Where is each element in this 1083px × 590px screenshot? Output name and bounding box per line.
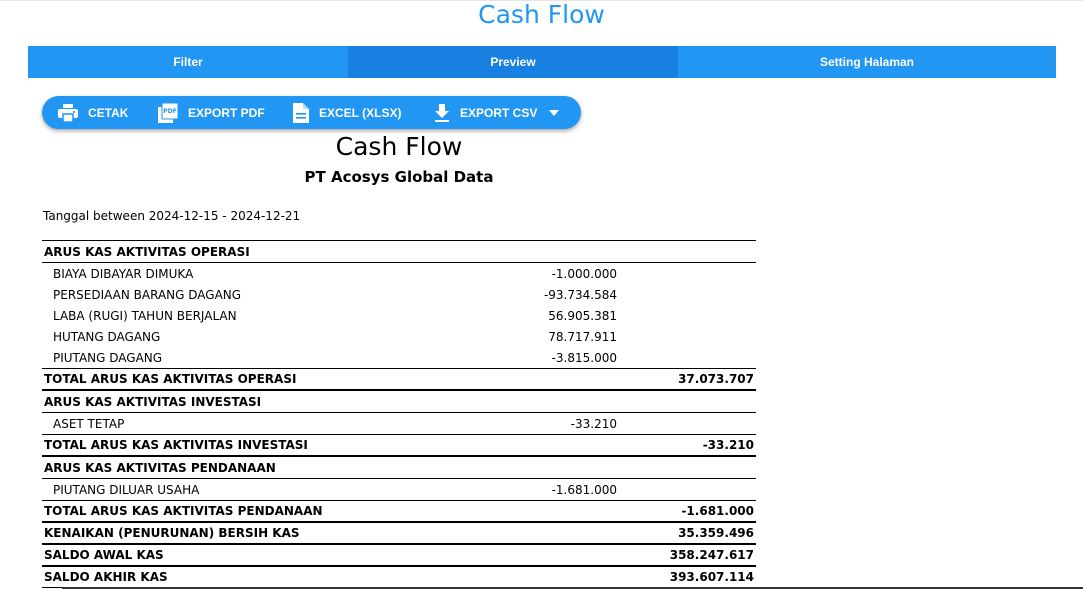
- summary-label: SALDO AKHIR KAS: [44, 570, 168, 584]
- section-header-label: ARUS KAS AKTIVITAS INVESTASI: [44, 394, 262, 409]
- row-amount: 56.905.381: [548, 308, 617, 323]
- table-row: BIAYA DIBAYAR DIMUKA -1.000.000: [42, 263, 756, 284]
- pdf-icon: PDF: [158, 102, 178, 123]
- tab-bar: Filter Preview Setting Halaman: [28, 46, 1056, 78]
- summary-opening-balance: SALDO AWAL KAS 358.247.617: [42, 544, 756, 566]
- row-label: PERSEDIAAN BARANG DAGANG: [53, 287, 242, 302]
- total-label: TOTAL ARUS KAS AKTIVITAS PENDANAAN: [44, 504, 323, 518]
- tab-preview[interactable]: Preview: [348, 46, 678, 78]
- row-amount: -1.681.000: [551, 482, 617, 497]
- print-button-label: CETAK: [88, 105, 129, 120]
- top-divider: [0, 0, 1083, 1]
- row-amount: -33.210: [570, 416, 617, 431]
- row-amount: -1.000.000: [551, 266, 617, 281]
- table-row: PIUTANG DILUAR USAHA -1.681.000: [42, 479, 756, 500]
- summary-value: 35.359.496: [678, 526, 754, 540]
- table-row: PIUTANG DAGANG -3.815.000: [42, 347, 756, 368]
- section-total-operasi: TOTAL ARUS KAS AKTIVITAS OPERASI 37.073.…: [42, 368, 756, 390]
- report-title: Cash Flow: [335, 132, 463, 161]
- summary-label: SALDO AWAL KAS: [44, 548, 164, 562]
- summary-value: 358.247.617: [669, 548, 754, 562]
- row-amount: 78.717.911: [548, 329, 617, 344]
- table-row: HUTANG DAGANG 78.717.911: [42, 326, 756, 347]
- export-csv-button[interactable]: EXPORT CSV: [434, 96, 537, 129]
- report-period: Tanggal between 2024-12-15 - 2024-12-21: [43, 209, 301, 223]
- summary-value: 393.607.114: [669, 570, 754, 584]
- print-button[interactable]: CETAK: [58, 96, 128, 129]
- table-row: ASET TETAP -33.210: [42, 413, 756, 434]
- export-pdf-button[interactable]: PDF EXPORT PDF: [158, 96, 265, 129]
- download-icon: [434, 103, 450, 122]
- export-pdf-label: EXPORT PDF: [188, 105, 265, 120]
- row-label: HUTANG DAGANG: [53, 329, 161, 344]
- section-total-pendanaan: TOTAL ARUS KAS AKTIVITAS PENDANAAN -1.68…: [42, 500, 756, 522]
- cash-flow-table: ARUS KAS AKTIVITAS OPERASI BIAYA DIBAYAR…: [42, 240, 756, 588]
- caret-down-icon: [548, 109, 560, 117]
- summary-net-change: KENAIKAN (PENURUNAN) BERSIH KAS 35.359.4…: [42, 522, 756, 544]
- row-amount: -93.734.584: [543, 287, 617, 302]
- section-header-investasi: ARUS KAS AKTIVITAS INVESTASI: [42, 390, 756, 413]
- section-header-operasi: ARUS KAS AKTIVITAS OPERASI: [42, 240, 756, 263]
- tab-setting-halaman[interactable]: Setting Halaman: [819, 55, 915, 69]
- tab-filter[interactable]: Filter: [173, 55, 203, 69]
- total-label: TOTAL ARUS KAS AKTIVITAS OPERASI: [44, 372, 297, 386]
- summary-label: KENAIKAN (PENURUNAN) BERSIH KAS: [44, 526, 300, 540]
- total-value: 37.073.707: [678, 372, 754, 386]
- section-total-investasi: TOTAL ARUS KAS AKTIVITAS INVESTASI -33.2…: [42, 434, 756, 456]
- row-amount: -3.815.000: [551, 350, 617, 365]
- row-label: BIAYA DIBAYAR DIMUKA: [53, 266, 194, 281]
- export-dropdown-button[interactable]: [548, 96, 560, 129]
- summary-closing-balance: SALDO AKHIR KAS 393.607.114: [42, 566, 756, 588]
- document-icon: [293, 102, 309, 123]
- page-title: Cash Flow: [478, 0, 605, 29]
- table-row: LABA (RUGI) TAHUN BERJALAN 56.905.381: [42, 305, 756, 326]
- total-value: -1.681.000: [681, 504, 754, 518]
- total-value: -33.210: [702, 438, 754, 452]
- table-row: PERSEDIAAN BARANG DAGANG -93.734.584: [42, 284, 756, 305]
- section-header-label: ARUS KAS AKTIVITAS OPERASI: [44, 244, 250, 259]
- section-header-label: ARUS KAS AKTIVITAS PENDANAAN: [44, 460, 276, 475]
- row-label: LABA (RUGI) TAHUN BERJALAN: [53, 308, 237, 323]
- printer-icon: [58, 103, 78, 122]
- export-toolbar: CETAK PDF EXPORT PDF EXCEL (XLSX) EXPORT…: [42, 96, 581, 129]
- export-csv-label: EXPORT CSV: [460, 105, 538, 120]
- section-header-pendanaan: ARUS KAS AKTIVITAS PENDANAAN: [42, 456, 756, 479]
- row-label: PIUTANG DAGANG: [53, 350, 163, 365]
- export-excel-button[interactable]: EXCEL (XLSX): [293, 96, 401, 129]
- row-label: ASET TETAP: [53, 416, 125, 431]
- export-excel-label: EXCEL (XLSX): [319, 105, 402, 120]
- svg-text:PDF: PDF: [163, 108, 176, 115]
- total-label: TOTAL ARUS KAS AKTIVITAS INVESTASI: [44, 438, 308, 452]
- report-company: PT Acosys Global Data: [304, 168, 494, 186]
- bottom-divider: [62, 587, 1083, 589]
- row-label: PIUTANG DILUAR USAHA: [53, 482, 200, 497]
